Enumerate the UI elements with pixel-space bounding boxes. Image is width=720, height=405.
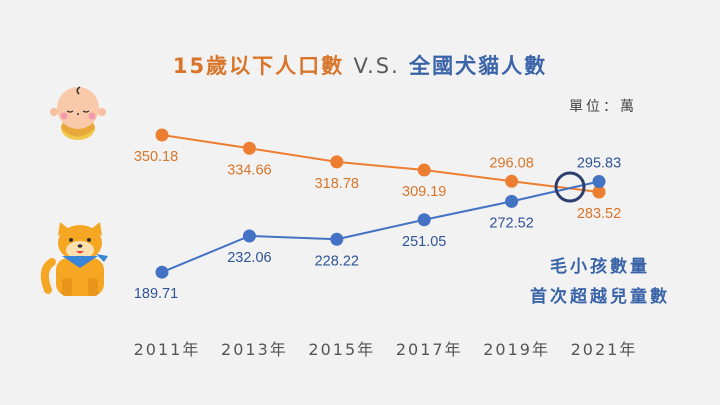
data-label: 251.05 xyxy=(402,234,446,250)
data-point xyxy=(592,185,606,199)
data-point xyxy=(330,155,344,169)
title-children: 15歲以下人口數 xyxy=(172,54,345,78)
unit-label: 單位：萬 xyxy=(569,99,637,115)
series-line-pets xyxy=(161,180,600,274)
x-tick-label: 2019年 xyxy=(483,340,550,359)
data-label: 334.66 xyxy=(227,162,271,178)
title-vs: V.S. xyxy=(353,54,400,78)
data-point xyxy=(242,229,256,243)
data-point xyxy=(242,141,256,155)
data-label: 283.52 xyxy=(577,206,621,222)
annotation-note: 毛小孩數量 首次超越兒童數 xyxy=(520,252,680,312)
data-label: 318.78 xyxy=(315,176,359,192)
data-label: 272.52 xyxy=(489,215,533,231)
baby-icon xyxy=(50,86,106,140)
data-label: 309.19 xyxy=(402,184,446,200)
dog-icon xyxy=(40,222,108,296)
data-point xyxy=(155,128,169,142)
data-point xyxy=(417,163,431,177)
data-point xyxy=(417,213,431,227)
data-point xyxy=(505,194,519,208)
data-point xyxy=(155,265,169,279)
data-label: 228.22 xyxy=(315,253,359,269)
chart-title: 15歲以下人口數 V.S. 全國犬貓人數 xyxy=(0,50,720,80)
data-point xyxy=(505,174,519,188)
data-label: 295.83 xyxy=(577,155,621,171)
data-point xyxy=(330,232,344,246)
data-label: 296.08 xyxy=(489,155,533,171)
annotation-line-1: 毛小孩數量 xyxy=(550,257,650,277)
crossover-highlight-circle xyxy=(554,171,586,203)
data-point xyxy=(592,174,606,188)
x-tick-label: 2021年 xyxy=(571,340,638,359)
annotation-line-2: 首次超越兒童數 xyxy=(530,287,670,307)
x-tick-label: 2011年 xyxy=(134,340,201,359)
series-line-children xyxy=(161,134,600,193)
x-tick-label: 2017年 xyxy=(396,340,463,359)
x-tick-label: 2013年 xyxy=(221,340,288,359)
data-label: 232.06 xyxy=(227,250,271,266)
x-tick-label: 2015年 xyxy=(308,340,375,359)
data-label: 189.71 xyxy=(134,286,178,302)
data-label: 350.18 xyxy=(134,149,178,165)
title-pets: 全國犬貓人數 xyxy=(409,54,548,78)
